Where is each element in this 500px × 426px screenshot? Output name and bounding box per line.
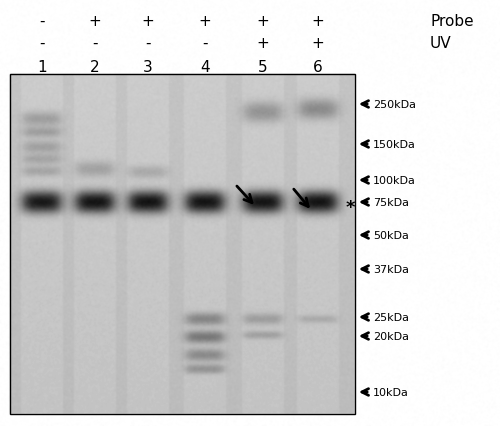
Text: 2: 2 xyxy=(90,60,100,75)
Bar xyxy=(10,75,355,414)
Text: 37kDa: 37kDa xyxy=(373,265,409,274)
Text: 75kDa: 75kDa xyxy=(373,198,409,207)
Text: 10kDa: 10kDa xyxy=(373,387,409,397)
Text: *: * xyxy=(345,199,355,216)
Text: 1: 1 xyxy=(37,60,47,75)
Text: 50kDa: 50kDa xyxy=(373,230,409,240)
Text: -: - xyxy=(39,14,45,29)
Text: UV: UV xyxy=(430,36,452,51)
Text: 250kDa: 250kDa xyxy=(373,100,416,110)
Text: -: - xyxy=(202,36,208,51)
Text: Probe: Probe xyxy=(430,14,474,29)
Text: +: + xyxy=(142,14,154,29)
Text: 150kDa: 150kDa xyxy=(373,140,416,150)
Text: 4: 4 xyxy=(200,60,210,75)
Text: 5: 5 xyxy=(258,60,268,75)
Text: -: - xyxy=(145,36,151,51)
Text: -: - xyxy=(39,36,45,51)
Text: 20kDa: 20kDa xyxy=(373,331,409,341)
Text: +: + xyxy=(198,14,211,29)
Text: -: - xyxy=(92,36,98,51)
Text: +: + xyxy=(88,14,102,29)
Text: +: + xyxy=(256,14,270,29)
Text: 6: 6 xyxy=(313,60,323,75)
Text: +: + xyxy=(256,36,270,51)
Text: +: + xyxy=(312,14,324,29)
Text: +: + xyxy=(312,36,324,51)
Text: 25kDa: 25kDa xyxy=(373,312,409,322)
Text: 3: 3 xyxy=(143,60,153,75)
Text: 100kDa: 100kDa xyxy=(373,176,416,186)
